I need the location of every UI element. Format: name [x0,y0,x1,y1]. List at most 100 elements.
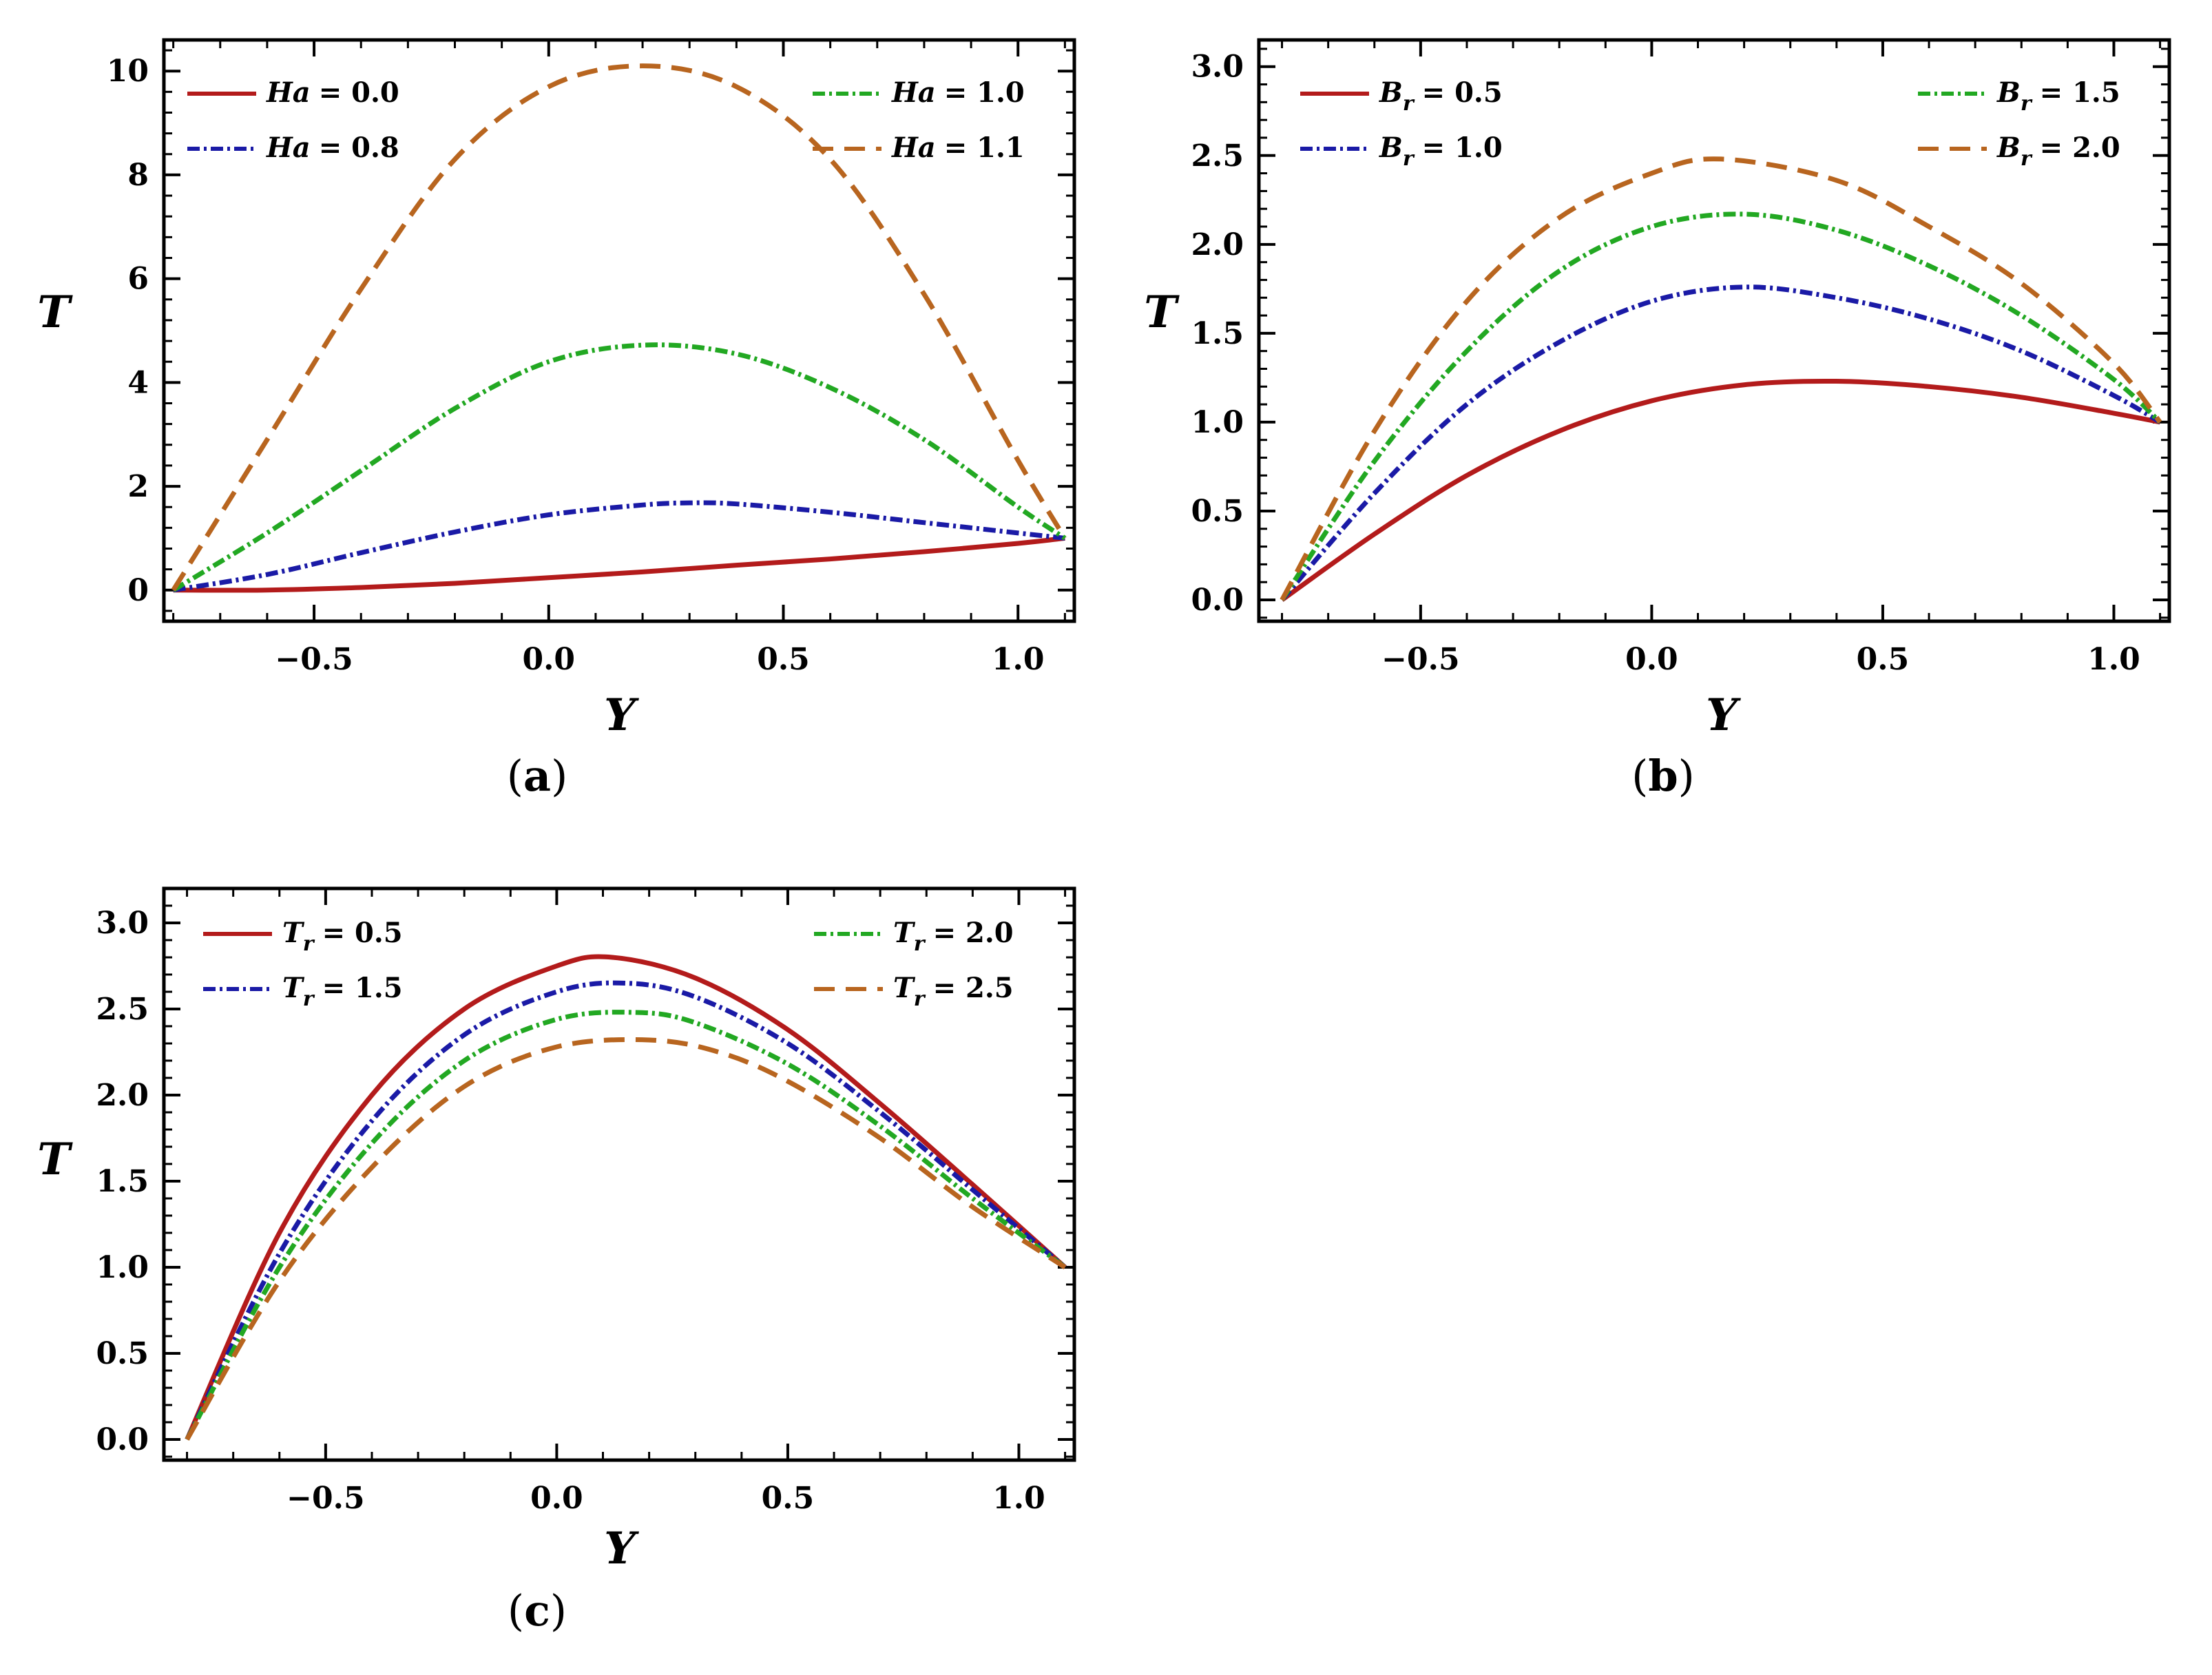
legend-entry: Tr = 0.5 [203,917,403,956]
legend-label: Br = 1.0 [1379,132,1503,171]
legend-subscript: r [1403,92,1415,116]
series-line [1280,156,2162,601]
series-line [171,63,1067,592]
caption-close: ) [550,1585,567,1636]
x-tick-label: −0.5 [275,642,353,677]
caption-letter: a [523,751,551,801]
y-tick-label: 3.0 [96,906,149,941]
y-tick-label: 2.0 [1191,227,1244,262]
y-tick-label: 3.0 [1191,50,1244,85]
x-tick-label: 1.0 [2087,642,2140,677]
legend-label: Ha = 1.1 [891,132,1025,164]
legend-entry: Ha = 0.0 [187,76,399,109]
series-line [185,1010,1067,1441]
legend-symbol: Ha [266,132,311,164]
plot-frame [162,886,1076,1462]
y-tick-label: 1.5 [96,1164,149,1199]
x-tick-label: −0.5 [286,1481,364,1516]
legend-symbol: T [893,917,916,949]
x-axis-title: Y [1706,689,1741,741]
x-tick-label: 0.5 [762,1481,815,1516]
legend-label: Tr = 2.5 [893,972,1014,1011]
series-line [173,535,1065,593]
x-tick-label: 0.0 [1625,642,1678,677]
legend-label: Ha = 0.8 [266,132,399,164]
y-tick-label: 1.0 [1191,405,1244,440]
y-tick-label: 2 [127,469,149,504]
chart-c: −0.5 0.0 0.5 1.0 0.0 0.5 1.0 1.5 2.0 2.5 3.0 T Y (c) T… [37,886,1076,1636]
series-line [1280,284,2162,602]
series-line [1280,211,2162,601]
legend-symbol: B [1379,76,1403,109]
legend-subscript: r [2021,92,2033,116]
panel-caption: (a) [507,751,568,801]
legend-entry: Br = 2.0 [1918,132,2120,171]
y-axis-title: T [37,287,73,338]
legend-symbol: T [282,917,305,949]
legend-entry: Tr = 1.5 [203,972,403,1011]
y-tick-label: 1.0 [96,1250,149,1285]
y-tick-label: 6 [127,262,149,297]
legend-entry: Ha = 0.8 [187,132,399,164]
legend-value: = 2.0 [2040,132,2120,164]
legend-symbol: B [1996,132,2021,164]
plot-frame [1257,38,2171,623]
plot-frame [162,38,1076,623]
panel-caption: (b) [1631,751,1695,801]
x-tick-label: 0.5 [1857,642,1910,677]
y-tick-label: 2.0 [96,1078,149,1113]
series-line [1280,378,2161,602]
series-line [171,342,1067,592]
legend-label: Tr = 0.5 [282,917,403,956]
x-tick-label: 0.0 [523,642,576,677]
caption-letter: c [524,1585,550,1636]
y-tick-label: 2.5 [1191,138,1244,174]
legend-value: = 2.5 [933,972,1014,1004]
legend-entry: Br = 1.0 [1300,132,1503,171]
panel-caption: (c) [508,1585,567,1636]
legend-subscript: r [1403,147,1415,171]
legend-entry: Ha = 1.1 [813,132,1025,164]
legend-value: = 1.0 [1422,132,1503,164]
legend-symbol: T [893,972,916,1004]
x-tick-label: −0.5 [1381,642,1459,677]
y-tick-label: 4 [127,365,149,400]
legend-subscript: r [914,987,926,1011]
caption-close: ) [551,751,567,801]
x-tick-label: 1.0 [992,642,1045,677]
legend-entry: Br = 1.5 [1918,76,2120,116]
legend-value: = 0.8 [319,132,399,164]
legend-symbol: Ha [891,76,936,109]
legend-value: = 1.5 [322,972,403,1004]
y-tick-label: 10 [107,54,149,89]
y-tick-label: 0.0 [1191,583,1244,618]
legend-value: = 0.0 [319,76,399,109]
caption-open: ( [1631,751,1648,801]
y-axis-title: T [1144,287,1180,338]
caption-letter: b [1648,751,1678,801]
legend-label: Br = 2.0 [1996,132,2120,171]
legend-symbol: B [1379,132,1403,164]
legend-subscript: r [303,932,315,956]
legend-entry: Ha = 1.0 [813,76,1025,109]
chart-b: −0.5 0.0 0.5 1.00.00.51.01.52.02.53.0TY(b)B… [1144,38,2171,801]
y-tick-label: 8 [127,158,149,193]
series-line [173,500,1065,593]
legend-label: Br = 0.5 [1379,76,1503,116]
legend-symbol: Ha [891,132,936,164]
y-axis-title: T [37,1134,73,1185]
x-axis-title: Y [604,689,639,741]
legend-label: Br = 1.5 [1996,76,2120,116]
legend-subscript: r [914,932,926,956]
legend-value: = 0.5 [322,917,403,949]
legend-symbol: B [1996,76,2021,109]
series-line [185,954,1067,1441]
legend-symbol: Ha [266,76,311,109]
legend-value: = 2.0 [933,917,1014,949]
y-tick-label: 0 [127,573,149,608]
series-line [185,1037,1067,1441]
legend-label: Ha = 0.0 [266,76,399,109]
legend-entry: Tr = 2.0 [814,917,1014,956]
